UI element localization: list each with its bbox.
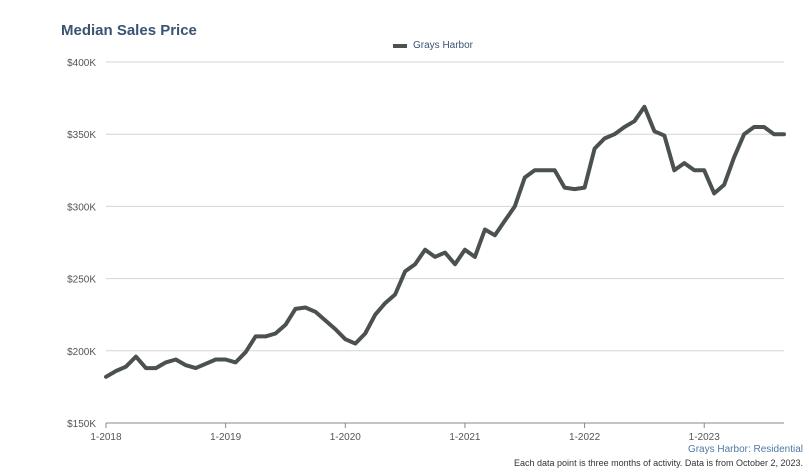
x-tick-label: 1-2023 bbox=[689, 432, 721, 443]
x-tick-label: 1-2022 bbox=[569, 432, 601, 443]
y-tick-label: $250K bbox=[67, 275, 96, 286]
x-tick-label: 1-2020 bbox=[330, 432, 362, 443]
x-tick-label: 1-2018 bbox=[90, 432, 122, 443]
chart-footnote: Each data point is three months of activ… bbox=[514, 458, 803, 468]
y-tick-label: $200K bbox=[67, 347, 96, 358]
y-tick-label: $150K bbox=[67, 419, 96, 430]
x-tick-label: 1-2019 bbox=[210, 432, 242, 443]
chart-legend: Grays Harbor bbox=[393, 40, 473, 51]
y-tick-label: $300K bbox=[67, 202, 96, 213]
x-tick-label: 1-2021 bbox=[449, 432, 481, 443]
y-tick-label: $350K bbox=[67, 130, 96, 141]
y-tick-label: $400K bbox=[67, 58, 96, 69]
legend-label: Grays Harbor bbox=[413, 40, 474, 51]
chart-source: Grays Harbor: Residential bbox=[687, 444, 803, 455]
series-line bbox=[104, 104, 786, 379]
chart-title: Median Sales Price bbox=[61, 22, 197, 39]
legend-swatch bbox=[393, 43, 407, 48]
